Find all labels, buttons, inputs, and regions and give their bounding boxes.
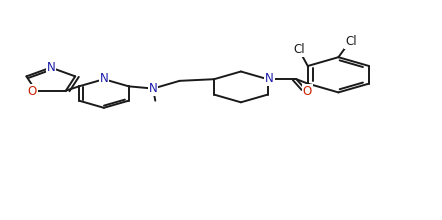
Text: N: N [265,72,274,85]
Text: N: N [99,72,108,85]
Text: N: N [149,82,157,95]
Text: O: O [303,85,312,98]
Text: Cl: Cl [345,35,357,48]
Text: N: N [46,61,55,74]
Text: O: O [27,85,37,98]
Text: Cl: Cl [293,43,305,57]
